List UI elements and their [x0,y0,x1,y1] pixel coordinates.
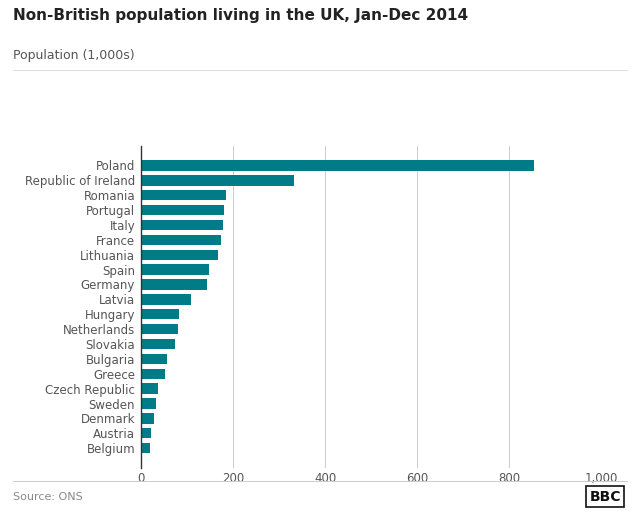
Bar [141,354,167,364]
Text: Population (1,000s): Population (1,000s) [13,49,134,62]
Bar [141,383,158,394]
Bar [141,398,156,409]
Bar [141,339,175,349]
Bar [141,190,226,200]
Bar [141,220,223,230]
Bar [141,175,294,186]
Bar [141,309,179,319]
Bar [141,205,224,215]
Bar [141,250,218,260]
Bar [141,369,164,379]
Bar [141,235,221,245]
Bar [141,279,207,290]
Text: Non-British population living in the UK, Jan-Dec 2014: Non-British population living in the UK,… [13,8,468,23]
Bar [141,443,150,453]
Bar [141,428,151,438]
Text: BBC: BBC [589,490,621,503]
Bar [141,294,191,305]
Text: Source: ONS: Source: ONS [13,491,83,502]
Bar [141,413,154,424]
Bar [141,324,178,334]
Bar [141,160,534,171]
Bar [141,264,209,275]
